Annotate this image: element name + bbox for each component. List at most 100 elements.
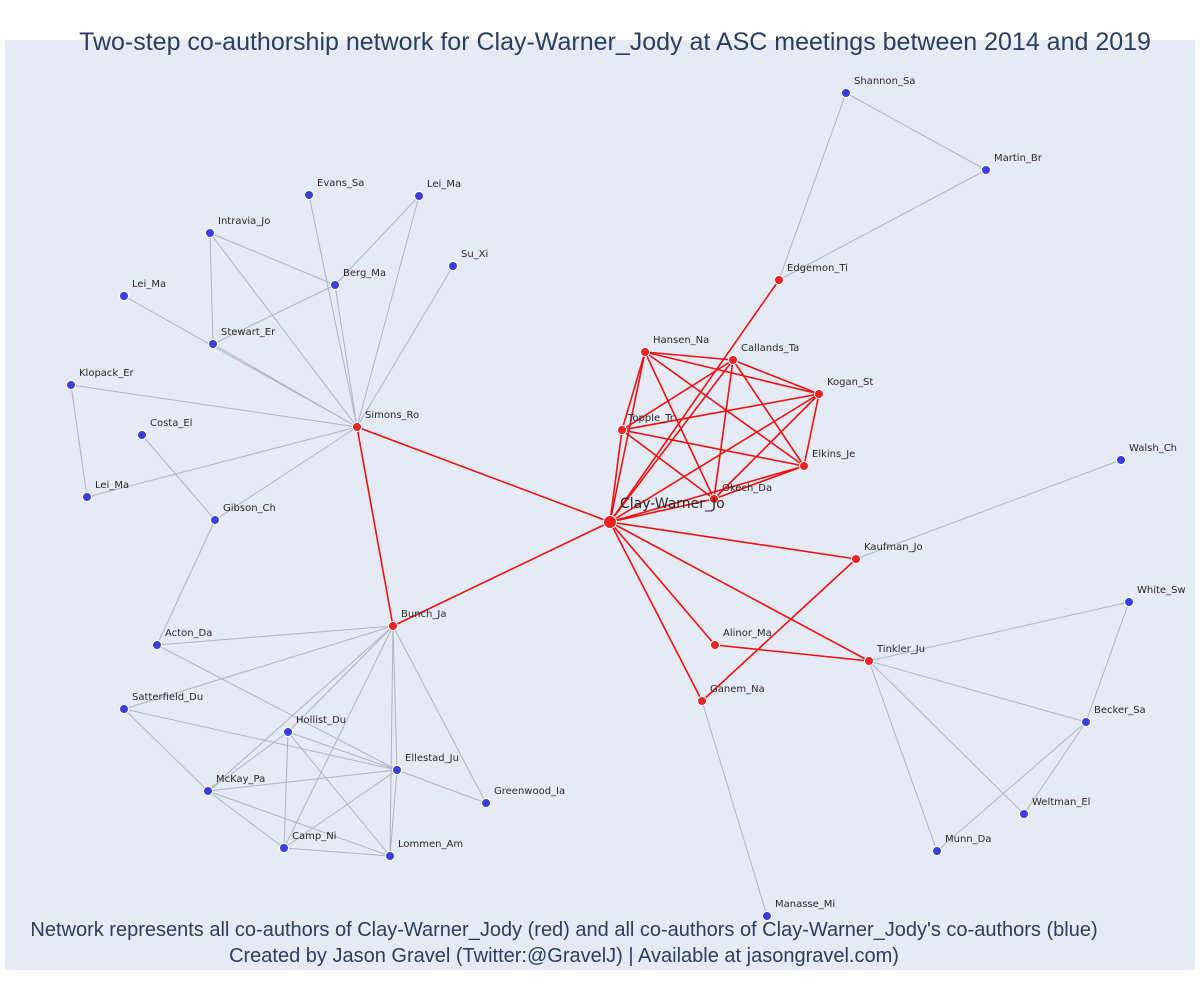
node-Simons_Ro[interactable] xyxy=(352,422,362,432)
edge-Tinkler_Ju-Becker_Sa xyxy=(868,660,1087,723)
edge-Clay-Warner_Jo-Callands_Ta xyxy=(609,359,734,523)
edge-Simons_Ro-Bunch_Ja xyxy=(356,426,394,627)
node-Walsh_Ch[interactable] xyxy=(1116,455,1126,465)
node-label-Bunch_Ja: Bunch_Ja xyxy=(401,609,446,620)
node-Costa_El[interactable] xyxy=(137,430,147,440)
edge-Clay-Warner_Jo-Kaufman_Jo xyxy=(609,521,857,560)
node-Topple_Tr[interactable] xyxy=(617,425,627,435)
edge-Callands_Ta-Elkins_Je xyxy=(732,359,805,467)
node-label-McKay_Pa: McKay_Pa xyxy=(216,774,265,785)
edge-McKay_Pa-Lommen_Am xyxy=(207,790,391,857)
edge-Simons_Ro-Intravia_Jo xyxy=(209,232,358,428)
node-label-Alinor_Ma: Alinor_Ma xyxy=(723,628,772,639)
node-Klopack_Er[interactable] xyxy=(66,380,76,390)
node-label-Intravia_Jo: Intravia_Jo xyxy=(218,216,270,227)
node-label-Hollist_Du: Hollist_Du xyxy=(296,715,346,726)
edge-Clay-Warner_Jo-Alinor_Ma xyxy=(609,521,716,646)
edge-Edgemon_Ti-Shannon_Sa xyxy=(778,92,847,281)
node-Edgemon_Ti[interactable] xyxy=(774,275,784,285)
node-Munn_Da[interactable] xyxy=(932,846,942,856)
node-label-Stewart_Er: Stewart_Er xyxy=(221,327,276,338)
edge-Clay-Warner_Jo-Ganem_Na xyxy=(609,521,703,702)
node-Lei_Ma_1[interactable] xyxy=(414,191,424,201)
node-label-Walsh_Ch: Walsh_Ch xyxy=(1129,443,1177,454)
edge-Tinkler_Ju-White_Sw xyxy=(868,601,1130,662)
node-Satterfield_Du[interactable] xyxy=(119,704,129,714)
edge-Satterfield_Du-McKay_Pa xyxy=(123,708,209,792)
edge-White_Sw-Becker_Sa xyxy=(1085,601,1130,723)
node-Okech_Da[interactable] xyxy=(709,494,719,504)
node-label-Berg_Ma: Berg_Ma xyxy=(343,268,386,279)
node-label-Munn_Da: Munn_Da xyxy=(945,834,991,845)
node-Ganem_Na[interactable] xyxy=(697,696,707,706)
node-label-Costa_El: Costa_El xyxy=(150,418,192,429)
node-Clay-Warner_Jo[interactable] xyxy=(603,515,617,529)
node-Lei_Ma_2[interactable] xyxy=(119,291,129,301)
node-Weltman_El[interactable] xyxy=(1019,809,1029,819)
edge-Bunch_Ja-McKay_Pa xyxy=(207,625,394,792)
edge-Hollist_Du-Camp_Ni xyxy=(283,731,289,849)
node-McKay_Pa[interactable] xyxy=(203,786,213,796)
node-Alinor_Ma[interactable] xyxy=(710,640,720,650)
labels-layer: Clay-Warner_Jo Hansen_Na Callands_Ta Kogan_… xyxy=(79,76,1186,910)
node-label-Manasse_Mi: Manasse_Mi xyxy=(775,899,835,910)
node-Kaufman_Jo[interactable] xyxy=(851,554,861,564)
node-label-Lei_Ma_1: Lei_Ma xyxy=(427,179,461,190)
node-Martin_Br[interactable] xyxy=(981,165,991,175)
edge-Clay-Warner_Jo-Kogan_St xyxy=(609,393,820,523)
edge-Becker_Sa-Munn_Da xyxy=(936,721,1087,852)
edge-Clay-Warner_Jo-Tinkler_Ju xyxy=(609,521,870,662)
node-Stewart_Er[interactable] xyxy=(208,339,218,349)
edge-Berg_Ma-Intravia_Jo xyxy=(209,232,336,286)
node-Becker_Sa[interactable] xyxy=(1081,717,1091,727)
node-Acton_Da[interactable] xyxy=(152,640,162,650)
edge-Tinkler_Ju-Munn_Da xyxy=(868,660,938,852)
node-Shannon_Sa[interactable] xyxy=(841,88,851,98)
edge-Simons_Ro-Stewart_Er xyxy=(212,343,358,428)
footer-line-1: Network represents all co-authors of Cla… xyxy=(30,919,1098,941)
edge-Bunch_Ja-Acton_Da xyxy=(156,625,394,646)
node-Su_Xi[interactable] xyxy=(448,261,458,271)
node-Callands_Ta[interactable] xyxy=(728,355,738,365)
edge-Simons_Ro-Gibson_Ch xyxy=(214,426,358,521)
edge-Simons_Ro-Lei_Ma_3 xyxy=(86,426,358,498)
node-Elkins_Je[interactable] xyxy=(799,461,809,471)
node-Berg_Ma[interactable] xyxy=(330,280,340,290)
node-Hansen_Na[interactable] xyxy=(640,347,650,357)
node-label-Callands_Ta: Callands_Ta xyxy=(741,343,799,354)
node-label-Tinkler_Ju: Tinkler_Ju xyxy=(876,644,925,655)
node-Gibson_Ch[interactable] xyxy=(210,515,220,525)
node-Evans_Sa[interactable] xyxy=(304,190,314,200)
node-label-Becker_Sa: Becker_Sa xyxy=(1094,705,1146,716)
node-Camp_Ni[interactable] xyxy=(279,843,289,853)
edge-Elkins_Je-Okech_Da xyxy=(713,465,805,500)
edge-Clay-Warner_Jo-Topple_Tr xyxy=(609,429,623,523)
node-label-Edgemon_Ti: Edgemon_Ti xyxy=(787,263,848,274)
footer-line-2: Created by Jason Gravel (Twitter:@Gravel… xyxy=(229,945,899,967)
node-Hollist_Du[interactable] xyxy=(283,727,293,737)
node-Bunch_Ja[interactable] xyxy=(388,621,398,631)
node-Greenwood_Ia[interactable] xyxy=(481,798,491,808)
node-Manasse_Mi[interactable] xyxy=(762,911,772,921)
edge-Hansen_Na-Okech_Da xyxy=(644,351,715,500)
node-Lommen_Am[interactable] xyxy=(385,851,395,861)
edge-Intravia_Jo-Stewart_Er xyxy=(209,232,214,345)
node-label-White_Sw: White_Sw xyxy=(1137,585,1186,596)
edge-Ellestad_Ju-Lommen_Am xyxy=(389,769,398,857)
edge-Shannon_Sa-Martin_Br xyxy=(845,92,987,171)
node-Ellestad_Ju[interactable] xyxy=(392,765,402,775)
node-Kogan_St[interactable] xyxy=(814,389,824,399)
node-label-Greenwood_Ia: Greenwood_Ia xyxy=(494,786,565,797)
edge-Bunch_Ja-Camp_Ni xyxy=(283,625,394,849)
edge-Clay-Warner_Jo-Simons_Ro xyxy=(356,426,611,523)
node-White_Sw[interactable] xyxy=(1124,597,1134,607)
page-title: Two-step co-authorship network for Clay-… xyxy=(79,28,1151,56)
edge-Simons_Ro-Berg_Ma xyxy=(334,284,358,428)
node-Tinkler_Ju[interactable] xyxy=(864,656,874,666)
node-label-Ganem_Na: Ganem_Na xyxy=(710,684,765,695)
nodes-layer xyxy=(66,88,1134,921)
plot-area xyxy=(5,40,1195,970)
node-Intravia_Jo[interactable] xyxy=(205,228,215,238)
node-Lei_Ma_3[interactable] xyxy=(82,492,92,502)
